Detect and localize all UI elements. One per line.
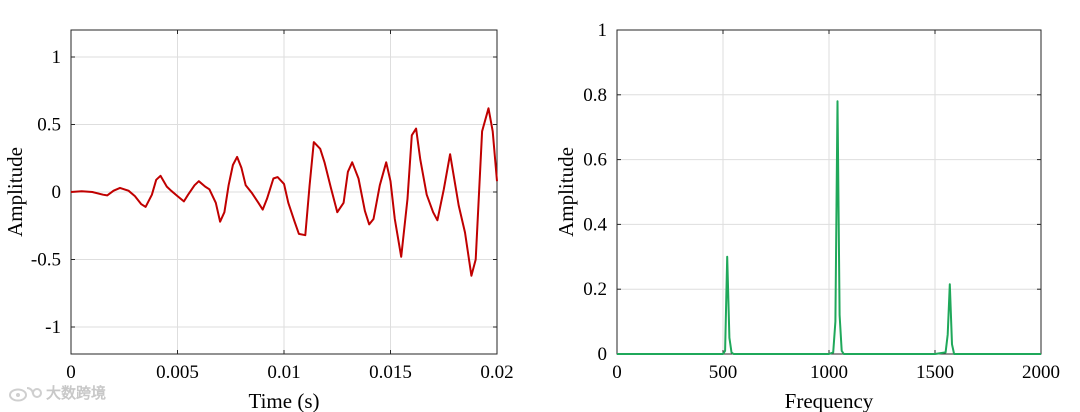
y-tick-label: 1 [598,20,608,41]
watermark-text: 大数跨境 [46,384,107,402]
y-tick-label: 0.4 [583,214,607,235]
x-tick-label: 0 [66,362,76,383]
x-tick-label: 0.015 [369,362,412,383]
y-tick-label: 0.5 [37,115,61,136]
freq-series-line [617,100,1041,355]
y-tick-label: 1 [52,47,62,68]
x-axis-label: Time (s) [249,389,320,412]
time-series-line [70,107,498,277]
x-tick-label: 1500 [916,362,954,383]
frequency-spectrum-chart: 0 500 1000 1500 2000 0 0.2 0.4 0.6 0.8 1 Frequency A… [554,20,1060,412]
x-tick-label: 0.005 [156,362,199,383]
y-axis-label: Amplitude [3,147,27,237]
y-tick-label: -1 [45,317,61,338]
y-axis-label: Amplitude [554,147,578,237]
y-tick-label: 0 [52,182,62,203]
y-tick-label: -0.5 [31,250,61,271]
y-tick-label: 0.2 [583,279,607,300]
x-tick-label: 2000 [1022,362,1060,383]
x-tick-label: 0 [612,362,622,383]
y-tick-label: 0.6 [583,150,607,171]
x-tick-label: 1000 [810,362,848,383]
watermark: 大数跨境 [8,382,106,403]
x-tick-label: 0.01 [267,362,300,383]
weibo-logo-icon [9,386,42,401]
x-tick-label: 0.02 [480,362,513,383]
y-tick-label: 0 [598,344,608,365]
x-axis-label: Frequency [785,389,874,412]
y-tick-label: 0.8 [583,85,607,106]
time-domain-chart: 0 0.005 0.01 0.015 0.02 -1 -0.5 0 0.5 1 Time (s) Am… [3,29,514,412]
x-tick-label: 500 [709,362,738,383]
